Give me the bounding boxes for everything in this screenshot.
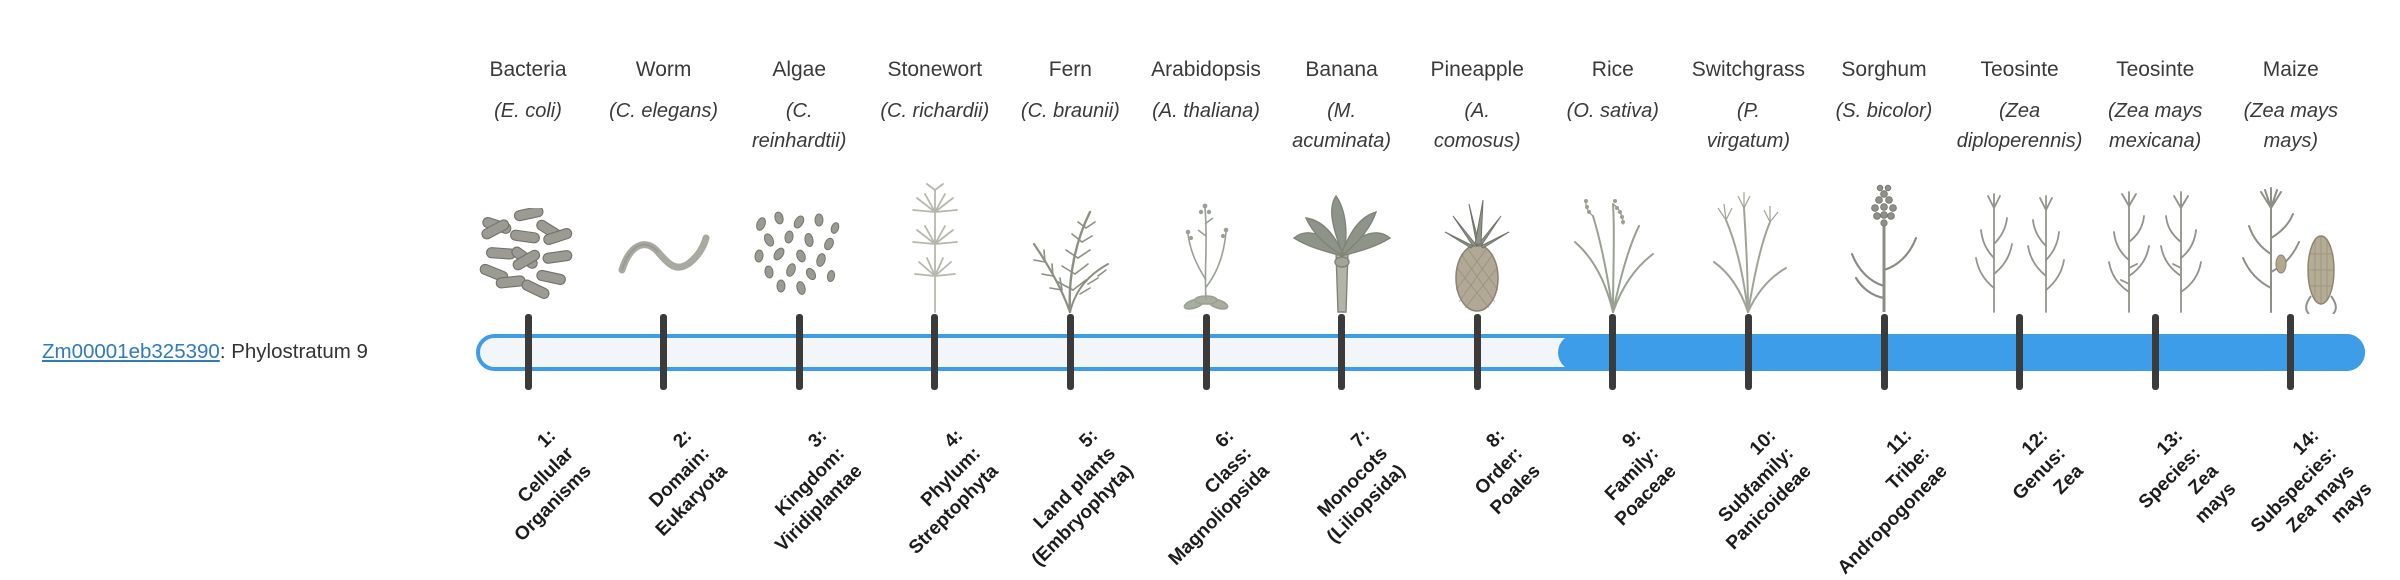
phylostratum-tick <box>2287 314 2295 390</box>
organism-scientific-name: (M. acuminata) <box>1292 100 1392 152</box>
gene-annotation: : Phylostratum 9 <box>219 340 368 363</box>
organism-scientific-name: (A. thaliana) <box>1152 100 1260 122</box>
organism-scientific-name: (Zea mays mays) <box>2243 100 2339 152</box>
organism-name: Teosinte <box>1980 58 2059 81</box>
organism-scientific-name: (O. sativa) <box>1566 100 1659 122</box>
phylostratum-tick <box>524 314 532 390</box>
organism-name: Teosinte <box>2116 58 2195 81</box>
worm-icon <box>589 168 739 314</box>
organism-name: Algae <box>772 58 827 81</box>
gene-link[interactable]: Zm00001eb325390 <box>42 340 220 363</box>
banana-icon <box>1267 168 1417 314</box>
phylostratum-tick <box>1473 314 1481 390</box>
phylostratum-tick <box>1066 314 1074 390</box>
organism-name: Switchgrass <box>1691 58 1805 81</box>
organism-name: Maize <box>2262 58 2319 81</box>
phylostratum-tick <box>931 314 939 390</box>
organism-scientific-name: (C. elegans) <box>609 100 719 122</box>
algae-icon <box>724 168 874 314</box>
organism-name: Worm <box>635 58 692 81</box>
phylostratum-tick <box>1609 314 1617 390</box>
teosinte-mex-icon <box>2080 168 2230 314</box>
organism-scientific-name: (C. braunii) <box>1020 100 1120 122</box>
phylostratum-tick <box>1202 314 1210 390</box>
phylostratum-label: 7: Monocots (Liliopsida) <box>1313 425 1410 548</box>
organism-scientific-name: (C. reinhardtii) <box>751 100 847 152</box>
phylostratum-label: 12: Genus: Zea <box>2008 425 2088 505</box>
switchgrass-icon <box>1673 168 1823 314</box>
phylostratum-label: 8: Order: Poales <box>1471 425 1545 519</box>
fern-icon <box>995 168 1145 314</box>
phylostratum-bar-fill <box>1557 334 2365 371</box>
bacteria-icon <box>453 168 603 314</box>
phylostratum-tick <box>2016 314 2024 390</box>
phylostratum-tick <box>2151 314 2159 390</box>
organism-scientific-name: (C. richardii) <box>880 100 990 122</box>
phylostratum-label: 6: Class: Magnoliopsida <box>1164 425 1274 570</box>
phylostratum-label: 14: Subspecies: Zea mays mays <box>2246 425 2377 538</box>
gene-label: Zm00001eb325390: Phylostratum 9 <box>42 340 368 364</box>
organism-name: Bacteria <box>489 58 567 81</box>
arabidopsis-icon <box>1131 168 1281 314</box>
organism-name: Arabidopsis <box>1151 58 1261 81</box>
maize-icon <box>2216 168 2366 314</box>
sorghum-icon <box>1809 168 1959 314</box>
phylostratum-tick <box>1880 314 1888 390</box>
phylostratum-tick <box>1744 314 1752 390</box>
teosinte-diplo-icon <box>1945 168 2095 314</box>
phylostratum-label: 5: Land plants (Embryophyta) <box>1028 425 1139 571</box>
organism-name: Rice <box>1591 58 1634 81</box>
organism-scientific-name: (Zea mays mexicana) <box>2107 100 2203 152</box>
phylostratum-label: 13: Species: Zea mays <box>2135 425 2241 528</box>
organism-name: Sorghum <box>1841 58 1927 81</box>
organism-name: Banana <box>1305 58 1378 81</box>
organism-scientific-name: (A. comosus) <box>1433 100 1521 152</box>
phylostratum-label: 11: Tribe: Andropogoneae <box>1833 425 1952 579</box>
phylostratum-label: 2: Domain: Eukaryota <box>644 425 732 541</box>
phylostratum-label: 4: Phylum: Streptophyta <box>904 425 1003 559</box>
organism-scientific-name: (E. coli) <box>494 100 562 122</box>
organism-scientific-name: (P. virgatum) <box>1706 100 1791 152</box>
organism-name: Stonewort <box>887 58 983 81</box>
phylostratum-tick <box>660 314 668 390</box>
phylostratum-tick <box>795 314 803 390</box>
organism-name: Pineapple <box>1430 58 1524 81</box>
organism-scientific-name: (Zea diploperennis) <box>1956 100 2083 152</box>
phylostratum-label: 3: Kingdom: Viridiplantae <box>771 425 867 557</box>
phylostratum-label: 9: Family: Poaceae <box>1600 425 1681 531</box>
phylostratum-tick <box>1338 314 1346 390</box>
rice-icon <box>1538 168 1688 314</box>
phylostratum-label: 1: Cellular Organisms <box>510 425 596 546</box>
organism-name: Fern <box>1048 58 1092 81</box>
stonewort-icon <box>860 168 1010 314</box>
organism-scientific-name: (S. bicolor) <box>1835 100 1933 122</box>
phylostratum-label: 10: Subfamily: Panicoideae <box>1714 425 1817 555</box>
pineapple-icon <box>1402 168 1552 314</box>
